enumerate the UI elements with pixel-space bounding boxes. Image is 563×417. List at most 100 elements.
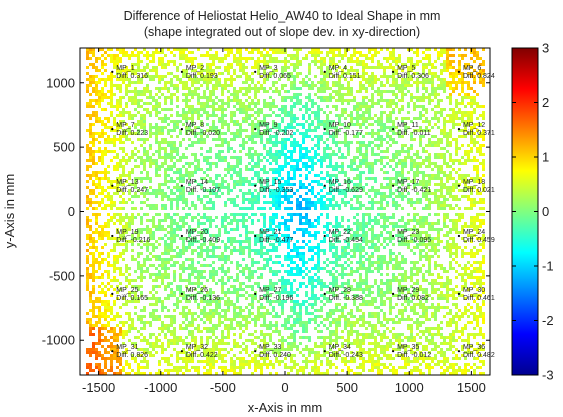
- heatmap-cell: [206, 159, 209, 162]
- heatmap-cell: [188, 225, 191, 228]
- heatmap-cell: [398, 243, 401, 246]
- heatmap-cell: [98, 78, 101, 81]
- heatmap-cell: [110, 111, 113, 114]
- heatmap-cell: [338, 147, 341, 150]
- heatmap-cell: [347, 228, 350, 231]
- heatmap-cell: [341, 255, 344, 258]
- heatmap-cell: [212, 204, 215, 207]
- heatmap-cell: [98, 183, 101, 186]
- heatmap-cell: [326, 171, 329, 174]
- heatmap-cell: [374, 180, 377, 183]
- heatmap-cell: [362, 255, 365, 258]
- heatmap-cell: [428, 222, 431, 225]
- heatmap-cell: [308, 165, 311, 168]
- heatmap-cell: [395, 87, 398, 90]
- heatmap-cell: [437, 117, 440, 120]
- heatmap-cell: [125, 246, 128, 249]
- heatmap-cell: [266, 138, 269, 141]
- heatmap-cell: [242, 198, 245, 201]
- heatmap-cell: [395, 195, 398, 198]
- heatmap-cell: [359, 114, 362, 117]
- heatmap-cell: [437, 177, 440, 180]
- heatmap-cell: [125, 93, 128, 96]
- heatmap-cell: [374, 234, 377, 237]
- heatmap-cell: [209, 114, 212, 117]
- heatmap-cell: [398, 204, 401, 207]
- heatmap-cell: [149, 228, 152, 231]
- heatmap-cell: [314, 48, 317, 51]
- heatmap-cell: [323, 111, 326, 114]
- heatmap-cell: [449, 60, 452, 63]
- heatmap-cell: [278, 222, 281, 225]
- heatmap-cell: [149, 147, 152, 150]
- heatmap-cell: [158, 174, 161, 177]
- heatmap-cell: [245, 213, 248, 216]
- heatmap-cell: [443, 162, 446, 165]
- heatmap-cell: [233, 87, 236, 90]
- heatmap-cell: [371, 117, 374, 120]
- heatmap-cell: [320, 78, 323, 81]
- heatmap-cell: [389, 84, 392, 87]
- heatmap-cell: [428, 189, 431, 192]
- heatmap-cell: [275, 225, 278, 228]
- heatmap-cell: [251, 138, 254, 141]
- heatmap-cell: [272, 243, 275, 246]
- heatmap-cell: [386, 219, 389, 222]
- heatmap-cell: [338, 207, 341, 210]
- heatmap-cell: [383, 177, 386, 180]
- heatmap-cell: [281, 141, 284, 144]
- heatmap-cell: [317, 216, 320, 219]
- heatmap-cell: [467, 174, 470, 177]
- heatmap-cell: [425, 57, 428, 60]
- heatmap-cell: [398, 66, 401, 69]
- heatmap-cell: [236, 165, 239, 168]
- heatmap-cell: [221, 120, 224, 123]
- heatmap-cell: [182, 54, 185, 57]
- heatmap-cell: [299, 108, 302, 111]
- heatmap-cell: [407, 111, 410, 114]
- heatmap-cell: [458, 66, 461, 69]
- heatmap-cell: [359, 171, 362, 174]
- heatmap-cell: [314, 162, 317, 165]
- heatmap-cell: [407, 171, 410, 174]
- heatmap-cell: [347, 147, 350, 150]
- heatmap-cell: [371, 165, 374, 168]
- heatmap-cell: [137, 54, 140, 57]
- heatmap-cell: [236, 171, 239, 174]
- heatmap-cell: [401, 192, 404, 195]
- heatmap-cell: [251, 177, 254, 180]
- heatmap-cell: [215, 87, 218, 90]
- heatmap-cell: [404, 123, 407, 126]
- heatmap-cell: [134, 114, 137, 117]
- heatmap-cell: [326, 72, 329, 75]
- heatmap-cell: [398, 159, 401, 162]
- heatmap-cell: [401, 177, 404, 180]
- heatmap-cell: [359, 177, 362, 180]
- heatmap-cell: [443, 186, 446, 189]
- heatmap-cell: [104, 195, 107, 198]
- heatmap-cell: [473, 156, 476, 159]
- heatmap-cell: [203, 228, 206, 231]
- heatmap-cell: [164, 75, 167, 78]
- heatmap-cell: [215, 102, 218, 105]
- heatmap-cell: [149, 258, 152, 261]
- heatmap-cell: [401, 183, 404, 186]
- heatmap-cell: [269, 249, 272, 252]
- heatmap-cell: [254, 66, 257, 69]
- heatmap-cell: [434, 153, 437, 156]
- heatmap-cell: [86, 114, 89, 117]
- heatmap-cell: [410, 261, 413, 264]
- heatmap-cell: [338, 93, 341, 96]
- heatmap-cell: [329, 135, 332, 138]
- heatmap-cell: [188, 177, 191, 180]
- heatmap-cell: [473, 201, 476, 204]
- heatmap-cell: [206, 81, 209, 84]
- heatmap-cell: [179, 129, 182, 132]
- heatmap-cell: [416, 51, 419, 54]
- heatmap-cell: [449, 75, 452, 78]
- heatmap-cell: [149, 237, 152, 240]
- heatmap-cell: [191, 240, 194, 243]
- heatmap-cell: [467, 114, 470, 117]
- heatmap-cell: [113, 120, 116, 123]
- heatmap-cell: [101, 186, 104, 189]
